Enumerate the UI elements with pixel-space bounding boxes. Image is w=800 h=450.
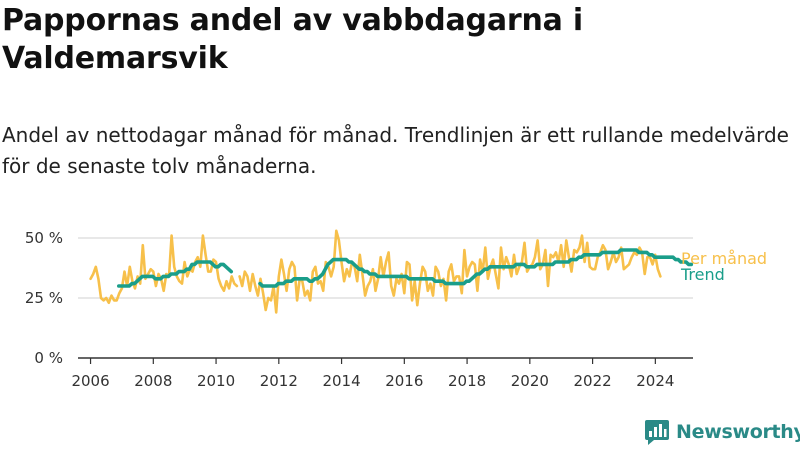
x-tick-label: 2010: [197, 372, 235, 390]
y-tick-label: 25 %: [25, 289, 63, 307]
series-label: Per månad: [681, 249, 767, 268]
x-tick-label: 2022: [573, 372, 611, 390]
y-tick-label: 50 %: [25, 229, 63, 247]
x-tick-label: 2008: [134, 372, 172, 390]
gridlines: [78, 237, 693, 299]
x-tick-label: 2016: [385, 372, 423, 390]
y-axis: 0 % 25 % 50 %: [25, 229, 63, 367]
x-axis: 2006 2008 2010 2012 2014 2016 2018 2020 2022 2024: [71, 357, 693, 390]
bar-chart-logo-icon: [645, 420, 669, 445]
x-tick-label: 2024: [636, 372, 674, 390]
chart-title: Pappornas andel av vabbdagarna i Valdema…: [2, 3, 583, 76]
x-tick-label: 2012: [260, 372, 298, 390]
newsworthy-logo[interactable]: Newsworthy: [644, 419, 800, 445]
series-lines: [89, 229, 694, 314]
series-line: [238, 229, 662, 314]
y-tick-label: 0 %: [34, 349, 63, 367]
x-tick-label: 2014: [322, 372, 360, 390]
x-tick-label: 2018: [448, 372, 486, 390]
line-chart: 0 % 25 % 50 % 2006 2008 2010 2012 2014 2016 2018…: [25, 229, 767, 390]
brand-name[interactable]: Newsworthy: [676, 421, 800, 443]
series-line: [89, 234, 239, 305]
series-line: [117, 260, 233, 288]
series-label: Trend: [680, 265, 725, 284]
x-tick-label: 2006: [71, 372, 109, 390]
chart-subtitle: Andel av nettodagar månad för månad. Tre…: [2, 123, 789, 178]
series-line: [258, 248, 694, 288]
x-tick-label: 2020: [511, 372, 549, 390]
